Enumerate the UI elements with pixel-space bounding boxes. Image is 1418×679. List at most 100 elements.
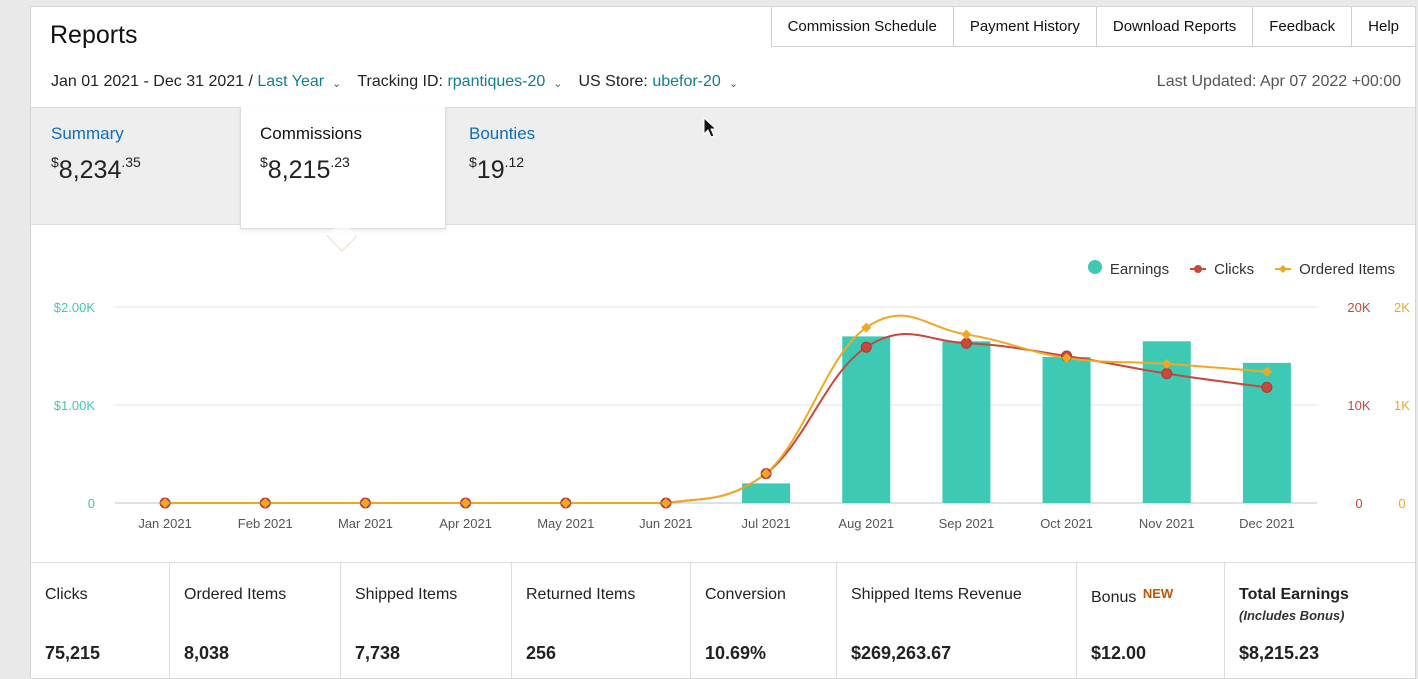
bounties-amount: $19.12: [469, 154, 525, 184]
metric-shipped-items: Shipped Items 7,738: [341, 563, 512, 678]
earnings-chart: Earnings Clicks Ordered Items 0 0 0 $1.00K 1…: [31, 229, 1415, 564]
circle-icon: [1087, 259, 1103, 279]
tracking-id-dropdown[interactable]: rpantiques-20: [447, 73, 546, 90]
y-tick-left: 0: [88, 496, 95, 511]
metric-label: Returned Items: [526, 586, 636, 603]
point-ordered-items: [1161, 358, 1172, 369]
metric-ordered-items: Ordered Items 8,038: [170, 563, 341, 678]
metric-returned-items: Returned Items 256: [512, 563, 691, 678]
reports-panel: Reports Commission Schedule Payment Hist…: [30, 6, 1416, 679]
x-tick-label: Oct 2021: [1040, 516, 1093, 531]
metric-label: Ordered Items: [184, 586, 287, 603]
metric-value: 7,738: [355, 643, 401, 663]
point-ordered-items: [1061, 352, 1072, 363]
commissions-amount: $8,215.23: [260, 154, 350, 184]
bar-earnings: [742, 483, 791, 503]
point-clicks: [1261, 381, 1273, 393]
metric-bonus: Bonus NEW $12.00: [1077, 563, 1225, 678]
summary-tab[interactable]: Summary $8,234.35: [51, 124, 141, 185]
y-tick-right-clicks: 10K: [1347, 398, 1370, 413]
legend-ordered-items[interactable]: Ordered Items: [1274, 261, 1395, 278]
legend-clicks[interactable]: Clicks: [1189, 261, 1254, 278]
x-tick-label: Nov 2021: [1139, 516, 1195, 531]
metric-value: 256: [526, 643, 557, 663]
point-clicks: [1161, 368, 1173, 380]
metric-label: Shipped Items Revenue: [851, 586, 1022, 603]
x-tick-label: Apr 2021: [439, 516, 492, 531]
point-ordered-items: [1261, 366, 1272, 377]
x-tick-label: Mar 2021: [338, 516, 393, 531]
feedback-button[interactable]: Feedback: [1253, 7, 1353, 47]
store-dropdown[interactable]: ubefor-20: [652, 73, 721, 90]
tracking-id-label: Tracking ID:: [357, 73, 443, 90]
metric-conversion: Conversion 10.69%: [691, 563, 837, 678]
summary-tab-label: Summary: [51, 124, 124, 143]
line-ordered-items: [165, 314, 1267, 505]
point-ordered-items: [861, 322, 872, 333]
page-title: Reports: [50, 21, 138, 49]
chart-plot: 0 0 0 $1.00K 10K 1K $2.00K 20K 2K Jan 2021 Feb 202…: [54, 300, 1410, 531]
x-tick-label: Jan 2021: [138, 516, 192, 531]
metric-shipped-revenue: Shipped Items Revenue $269,263.67: [837, 563, 1077, 678]
point-ordered-items: [961, 329, 972, 340]
help-button[interactable]: Help: [1352, 7, 1415, 47]
y-tick-left: $2.00K: [54, 300, 96, 315]
legend-label: Clicks: [1214, 260, 1255, 278]
bar-earnings: [842, 336, 891, 503]
chevron-down-icon[interactable]: ⌄: [553, 77, 563, 90]
bar-earnings: [942, 341, 991, 503]
metric-value: $269,263.67: [851, 643, 952, 663]
metric-total-earnings: Total Earnings (Includes Bonus) $8,215.2…: [1225, 563, 1415, 678]
legend-earnings[interactable]: Earnings: [1087, 259, 1169, 279]
summary-amount: $8,234.35: [51, 154, 141, 184]
metric-label: Total Earnings: [1239, 586, 1349, 603]
mouse-cursor-icon: [703, 117, 718, 138]
line-clicks: [165, 333, 1268, 505]
active-tab-card: [240, 107, 446, 229]
metric-label: Conversion: [705, 586, 786, 603]
legend-label: Ordered Items: [1299, 260, 1395, 278]
y-tick-right-clicks: 0: [1355, 496, 1362, 511]
point-clicks: [860, 341, 872, 353]
chevron-down-icon[interactable]: ⌄: [728, 77, 739, 90]
point-ordered-items: [260, 498, 271, 508]
filter-bar: Jan 01 2021 - Dec 31 2021 / Last Year ⌄ …: [51, 73, 754, 91]
y-tick-right-ordered: 2K: [1394, 300, 1410, 315]
metric-value: $12.00: [1091, 643, 1147, 663]
point-ordered-items: [660, 498, 671, 508]
bounties-tab[interactable]: Bounties $19.12: [469, 124, 535, 185]
x-tick-label: Jul 2021: [742, 516, 791, 531]
chevron-down-icon[interactable]: ⌄: [332, 77, 342, 90]
point-ordered-items: [761, 468, 772, 479]
point-ordered-items: [160, 498, 171, 508]
commission-schedule-button[interactable]: Commission Schedule: [770, 7, 954, 47]
legend-label: Earnings: [1109, 260, 1170, 278]
last-updated-text: Last Updated: Apr 07 2022 +00:00: [1156, 73, 1401, 90]
date-range-text: Jan 01 2021 - Dec 31 2021 /: [51, 73, 253, 90]
line-dot-icon: [1189, 261, 1207, 278]
point-ordered-items: [460, 498, 471, 508]
metric-clicks: Clicks 75,215: [31, 563, 170, 678]
metric-value: $8,215.23: [1239, 643, 1320, 663]
y-tick-left: $1.00K: [54, 398, 96, 413]
point-ordered-items: [360, 498, 371, 508]
metric-label: Bonus NEW: [1091, 586, 1174, 606]
x-tick-label: Feb 2021: [238, 516, 293, 531]
summary-band: [31, 107, 1415, 225]
chart-legend: Earnings Clicks Ordered Items: [1067, 259, 1395, 279]
top-nav: Commission Schedule Payment History Down…: [770, 7, 1415, 47]
date-preset-dropdown[interactable]: Last Year: [257, 73, 325, 90]
x-tick-label: Sep 2021: [939, 516, 995, 531]
x-tick-label: Jun 2021: [639, 516, 693, 531]
point-clicks: [960, 337, 972, 349]
metric-value: 75,215: [45, 643, 101, 663]
bar-earnings: [1042, 356, 1091, 503]
payment-history-button[interactable]: Payment History: [953, 7, 1097, 47]
y-tick-right-ordered: 0: [1398, 496, 1405, 511]
x-tick-label: Aug 2021: [838, 516, 894, 531]
metric-value: 10.69%: [705, 643, 767, 663]
x-tick-label: Dec 2021: [1239, 516, 1295, 531]
download-reports-button[interactable]: Download Reports: [1096, 7, 1254, 47]
metric-sublabel: (Includes Bonus): [1239, 608, 1345, 623]
commissions-tab[interactable]: Commissions $8,215.23: [260, 124, 362, 185]
